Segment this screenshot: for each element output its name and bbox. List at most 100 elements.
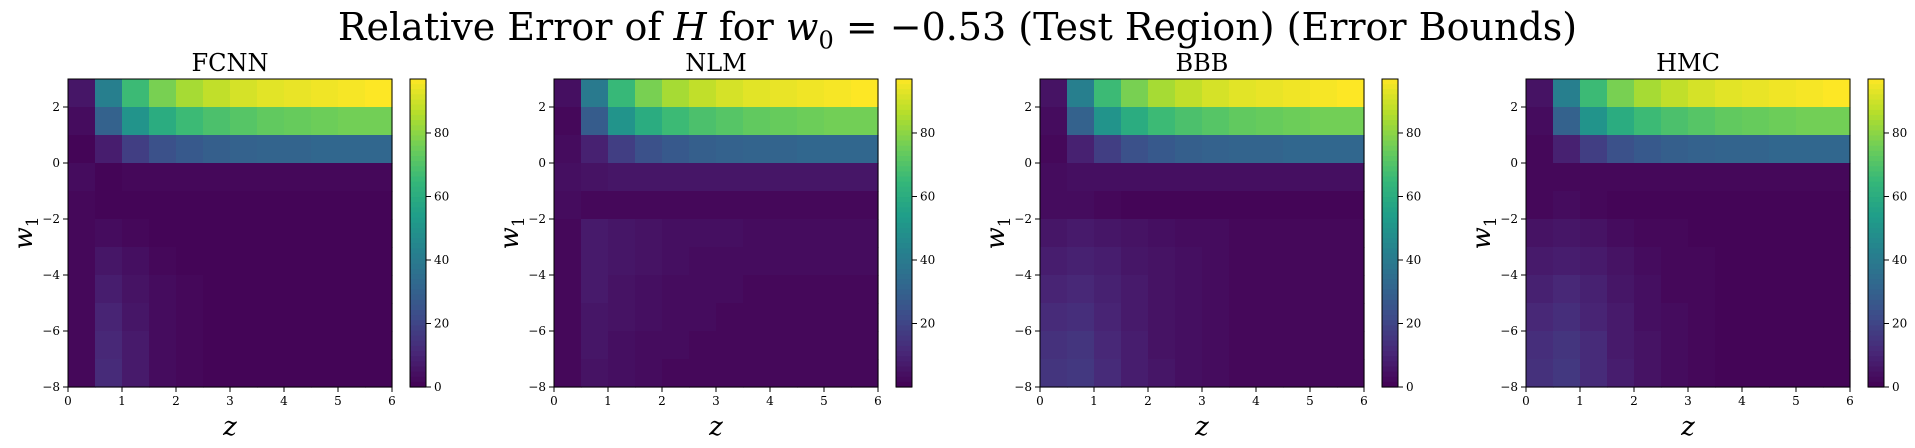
panel-3-heatmap-cell — [1040, 359, 1068, 388]
panel-3-heatmap-cell — [1283, 303, 1311, 332]
panel-4-colorbar-segment — [1868, 207, 1884, 214]
panel-3-heatmap-cell — [1121, 107, 1149, 136]
panel-2-colorbar-segment — [896, 186, 912, 193]
panel-2-heatmap-cell — [716, 219, 744, 248]
panel-1-colorbar-segment — [410, 135, 426, 142]
panel-2-heatmap-cell — [851, 135, 879, 164]
panel-2-heatmap-cell — [581, 107, 609, 136]
panel-4-heatmap-cell — [1553, 191, 1581, 220]
panel-2-colorbar-segment — [896, 207, 912, 214]
panel-1-colorbar-segment — [410, 150, 426, 157]
panel-2-heatmap-cell — [716, 303, 744, 332]
panel-3-colorbar-tick-label: 80 — [1406, 126, 1421, 140]
panel-3-colorbar-segment — [1382, 176, 1398, 183]
panel-3-heatmap-cell — [1337, 331, 1365, 360]
panel-3-heatmap-cell — [1175, 303, 1203, 332]
panel-4-heatmap-cell — [1526, 163, 1554, 192]
panel-1-heatmap-cell — [338, 247, 366, 276]
panel-3-heatmap-cell — [1121, 163, 1149, 192]
panel-2-heatmap-cell — [743, 79, 771, 108]
panel-2-heatmap-cell — [608, 331, 636, 360]
panel-2-colorbar-segment — [896, 94, 912, 101]
panel-1-colorbar-segment — [410, 197, 426, 203]
panel-2-heatmap-cell — [581, 359, 609, 388]
panel-3-heatmap-cell — [1310, 275, 1338, 304]
panel-3-heatmap-cell — [1256, 219, 1284, 248]
panel-2-y-tick-label: −8 — [528, 380, 546, 394]
panel-3-y-axis-label: w1 — [981, 216, 1015, 249]
panel-4-heatmap-cell — [1661, 303, 1689, 332]
panel-2-heatmap-cell — [581, 191, 609, 220]
panel-2-heatmap-cell — [716, 163, 744, 192]
panel-2-heatmap-cell — [581, 135, 609, 164]
panel-2-colorbar-segment — [896, 376, 912, 383]
panel-2-colorbar-segment — [896, 361, 912, 368]
panel-1-heatmap-cell — [95, 79, 123, 108]
panel-2-heatmap-cell — [608, 191, 636, 220]
panel-3-y-tick-label: −6 — [1014, 324, 1032, 338]
panel-3-heatmap-cell — [1256, 359, 1284, 388]
panel-3-heatmap-cell — [1337, 79, 1365, 108]
panel-3-colorbar-segment — [1382, 156, 1398, 162]
panel-4-heatmap-cell — [1742, 107, 1770, 136]
panel-2-colorbar-frame — [895, 78, 913, 388]
figure-title: Relative Error of H for w0 = −0.53 (Test… — [0, 2, 1915, 66]
panel-2-heatmap-cell — [662, 331, 690, 360]
panel-2-heatmap-cell — [770, 359, 798, 388]
panel-3-title: BBB — [1176, 49, 1229, 77]
panel-2-heatmap-cell — [635, 247, 663, 276]
panel-1-colorbar-segment — [410, 243, 426, 249]
panel-3-heatmap-cell — [1310, 331, 1338, 360]
panel-1-heatmap-cell — [68, 219, 96, 248]
panel-3-heatmap-cell — [1229, 135, 1257, 164]
panel-3-heatmap-cell — [1175, 191, 1203, 220]
panel-2-colorbar-segment — [896, 156, 912, 162]
panel-3-colorbar-segment — [1382, 140, 1398, 147]
panel-3-heatmap-cell — [1337, 135, 1365, 164]
panel-1-title: FCNN — [191, 49, 268, 77]
panel-4-heatmap-cell — [1661, 135, 1689, 164]
panel-4-heatmap-cell — [1607, 163, 1635, 192]
panel-2-colorbar-segment — [896, 120, 912, 126]
panel-4-heatmap-cell — [1661, 331, 1689, 360]
panel-2-colorbar-segment — [896, 181, 912, 188]
panel-1-heatmap-cell — [284, 107, 312, 136]
panel-2-heatmap-cell — [743, 107, 771, 136]
panel-4-colorbar-tick-label: 0 — [1892, 380, 1900, 394]
panel-3-heatmap-cell — [1148, 303, 1176, 332]
panel-3-heatmap-cell — [1040, 163, 1068, 192]
panel-2-colorbar-segment — [896, 191, 912, 198]
panel-1-heatmap-cell — [257, 219, 285, 248]
panel-2-colorbar-segment — [896, 130, 912, 137]
panel-1-colorbar-segment — [410, 238, 426, 244]
panel-2-colorbar-segment — [896, 135, 912, 142]
panel-2-heatmap-cell — [851, 79, 879, 108]
panel-2-colorbar-segment — [896, 289, 912, 296]
panel-2-heatmap-cell — [581, 79, 609, 108]
panel-1-heatmap-cell — [149, 359, 177, 388]
panel-2-heatmap-cell — [770, 275, 798, 304]
panel-2-heatmap-cell — [770, 107, 798, 136]
panel-2-heatmap-cell — [770, 135, 798, 164]
panel-3-y-tick-label: 2 — [1024, 100, 1032, 114]
panel-4-heatmap-cell — [1769, 331, 1797, 360]
panel-3-colorbar-segment — [1382, 243, 1398, 249]
panel-4-heatmap-cell — [1526, 135, 1554, 164]
panel-4-colorbar-segment — [1868, 351, 1884, 357]
panel-4-heatmap-cell — [1634, 219, 1662, 248]
panel-3-colorbar-segment — [1382, 233, 1398, 239]
panel-1-colorbar-segment — [410, 202, 426, 208]
panel-4-heatmap-cell — [1661, 275, 1689, 304]
panel-1-heatmap-cell — [176, 79, 204, 108]
panel-1-heatmap-cell — [203, 135, 231, 164]
panel-3-colorbar-segment — [1382, 145, 1398, 152]
panel-1-colorbar-segment — [410, 233, 426, 239]
panel-4-colorbar-segment — [1868, 135, 1884, 142]
panel-3-colorbar-segment — [1382, 248, 1398, 255]
panel-2-heatmap-cell — [581, 219, 609, 248]
panel-1-heatmap-cell — [311, 191, 339, 220]
panel-2-heatmap-cell — [608, 219, 636, 248]
panel-2-heatmap-cell — [743, 247, 771, 276]
panel-2-heatmap-cell — [743, 359, 771, 388]
panel-4-colorbar-segment — [1868, 315, 1884, 321]
